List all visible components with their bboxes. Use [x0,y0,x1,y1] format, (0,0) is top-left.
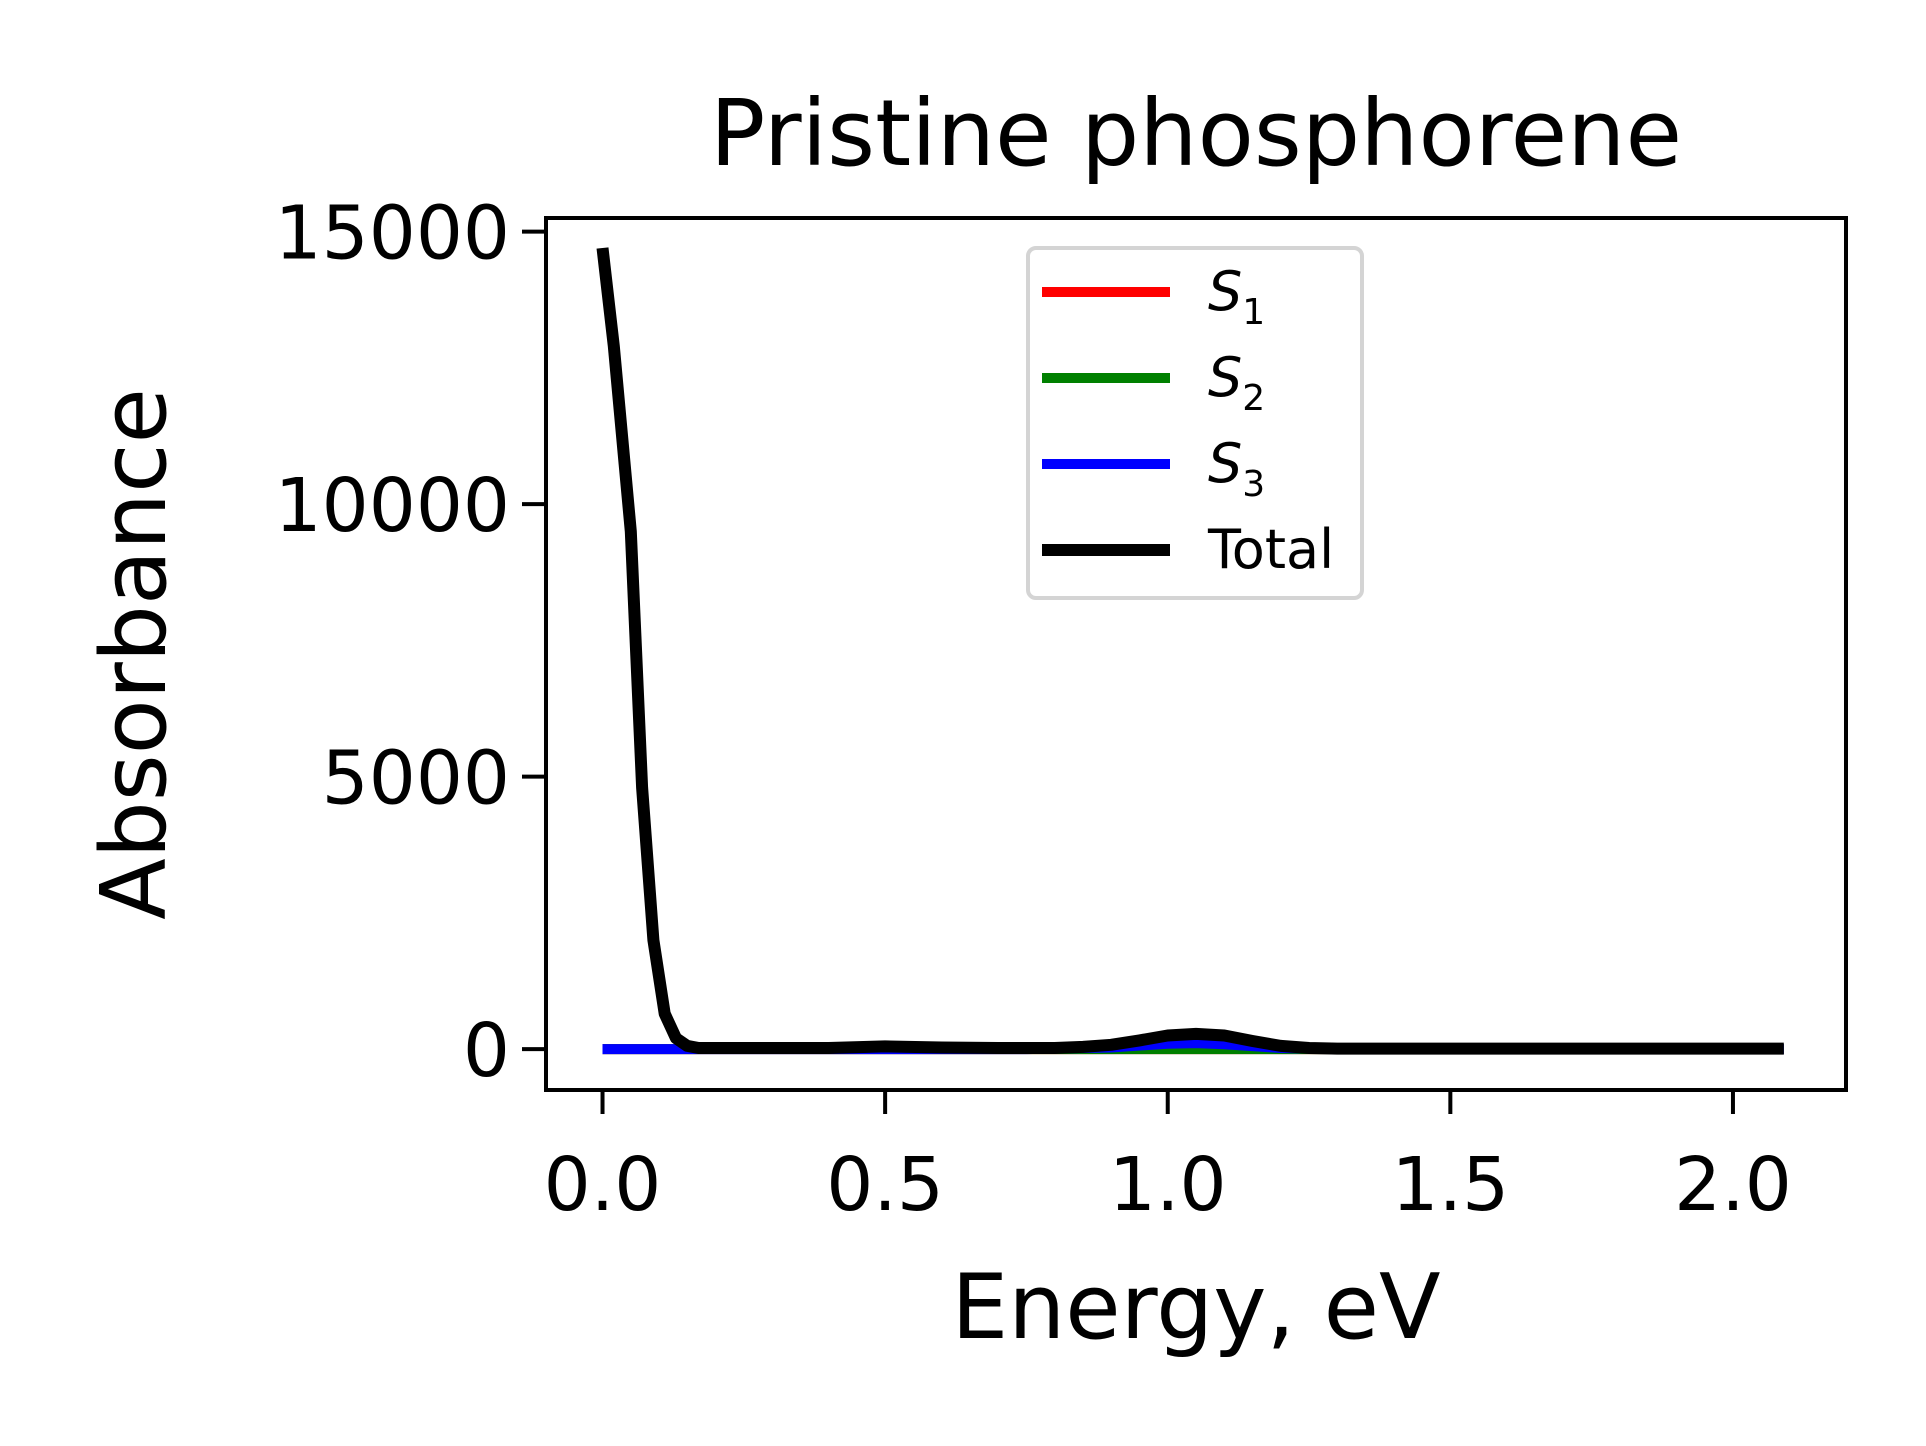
legend-label-s1: S1 [1208,260,1265,333]
x-tick-label: 0.5 [826,1142,944,1228]
legend-box [1026,246,1364,600]
x-axis-label: Energy, eV [951,1255,1440,1360]
x-tick-label: 2.0 [1674,1142,1792,1228]
legend-label-s3: S3 [1208,432,1265,505]
legend-label-total: Total [1207,518,1334,581]
legend: S1 S2 S3 Total [1026,246,1364,600]
plot-area [596,247,1784,1055]
y-tick-label: 5000 [322,736,510,822]
axis-ticks: 0.0 0.5 1.0 1.5 2.0 0 5000 10000 15000 [275,191,1792,1228]
y-tick-label: 10000 [275,463,510,549]
y-axis-label: Absorbance [82,388,187,920]
x-tick-label: 1.5 [1392,1142,1510,1228]
x-tick-label: 1.0 [1109,1142,1227,1228]
y-tick-label: 0 [463,1008,510,1094]
plot-frame [544,216,1848,1092]
y-tick-label: 15000 [275,191,510,277]
legend-label-s2: S2 [1208,346,1265,419]
series-line-total [596,247,1784,1055]
x-tick-label: 0.0 [544,1142,662,1228]
chart-title: Pristine phosphorene [710,80,1682,187]
